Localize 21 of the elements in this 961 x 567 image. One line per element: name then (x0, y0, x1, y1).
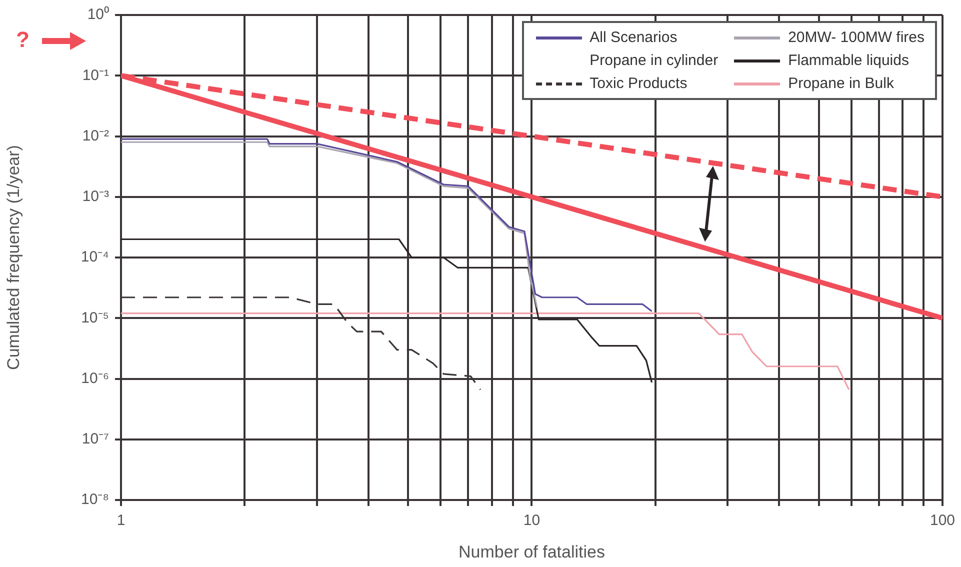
x-tick-label: 1 (116, 512, 126, 530)
legend-label: Toxic Products (590, 75, 688, 92)
y-tick-label: 10⁻⁸ (80, 491, 109, 508)
legend-label: Propane in Bulk (788, 75, 894, 92)
y-tick-label: 10⁻² (82, 127, 109, 144)
x-tick-label: 100 (930, 512, 955, 530)
x-axis-title: Number of fatalities (458, 542, 605, 562)
legend-label: 20MW- 100MW fires (788, 29, 924, 46)
y-tick-label: 10⁻⁴ (80, 248, 109, 266)
y-tick-label: 10⁻⁵ (81, 309, 109, 326)
y-tick-label: 10⁻⁷ (82, 430, 109, 448)
text: ? (16, 27, 30, 53)
y-tick-label: 10⁻³ (82, 188, 109, 206)
legend-label: Flammable liquids (788, 52, 909, 69)
legend-label: All Scenarios (590, 29, 678, 46)
y-tick-label: 10⁻¹ (82, 66, 109, 84)
y-axis-title: Cumulated frequency (1/year) (4, 145, 23, 370)
x-tick-label: 10 (523, 512, 540, 530)
text: Propane in cylinder (590, 52, 718, 69)
y-tick-label: 10⁰ (87, 6, 109, 24)
y-tick-label: 10⁻⁶ (81, 370, 109, 387)
